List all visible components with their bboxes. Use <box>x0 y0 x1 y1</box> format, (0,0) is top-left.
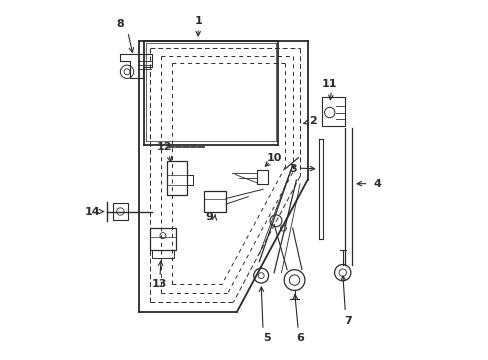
Text: 8: 8 <box>116 19 124 29</box>
Bar <box>322 96 344 126</box>
Text: 12: 12 <box>157 141 172 152</box>
Bar <box>152 250 174 258</box>
Bar <box>150 228 176 251</box>
Text: 14: 14 <box>84 207 100 216</box>
Bar <box>113 203 127 220</box>
Text: 6: 6 <box>296 333 304 342</box>
Bar <box>166 162 187 195</box>
Text: 9: 9 <box>205 212 213 222</box>
Text: 4: 4 <box>373 179 381 189</box>
Text: 1: 1 <box>194 15 202 26</box>
Text: 11: 11 <box>321 78 337 89</box>
Text: 13: 13 <box>151 279 166 289</box>
Bar <box>257 170 267 184</box>
Text: 3: 3 <box>288 164 296 174</box>
Text: 10: 10 <box>266 153 281 163</box>
Bar <box>204 191 225 212</box>
Text: 5: 5 <box>263 333 270 342</box>
Text: 2: 2 <box>308 116 316 126</box>
Text: 7: 7 <box>344 316 351 326</box>
